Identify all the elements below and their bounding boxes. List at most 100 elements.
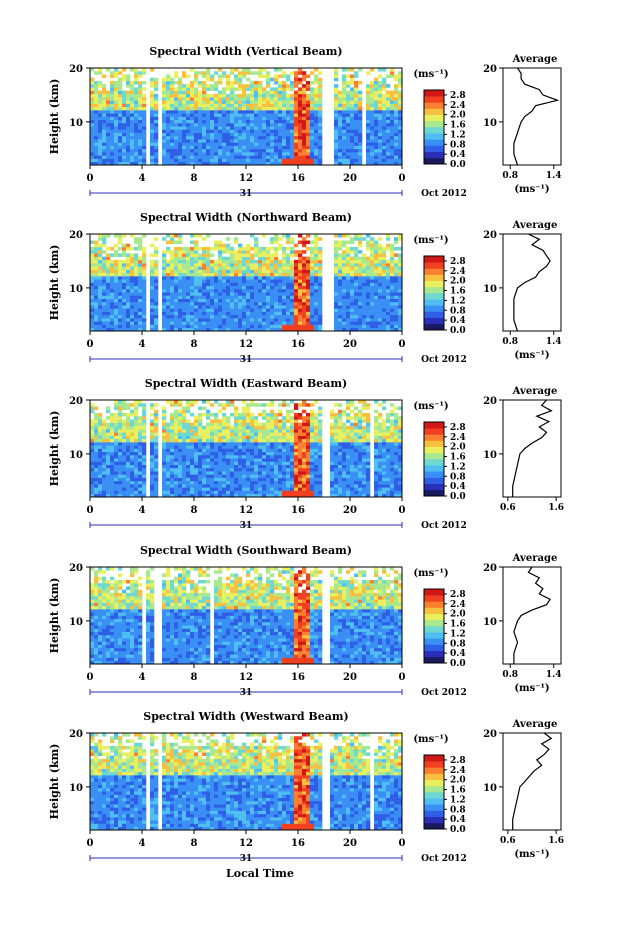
heatmap-cell	[258, 321, 263, 325]
heatmap-cell	[354, 321, 359, 325]
heatmap-cell	[250, 295, 255, 299]
heatmap-cell	[94, 263, 99, 267]
heatmap-cell	[126, 253, 131, 257]
heatmap-cell	[238, 77, 243, 82]
heatmap-cell	[286, 106, 291, 111]
heatmap-cell	[210, 471, 215, 475]
heatmap-cell	[154, 438, 159, 443]
heatmap-cell	[198, 416, 203, 420]
heatmap-cell	[266, 103, 271, 108]
heatmap-cell	[342, 266, 347, 270]
heatmap-cell	[134, 301, 139, 306]
heatmap-cell	[242, 122, 247, 127]
heatmap-cell	[186, 122, 191, 127]
heatmap-cell	[358, 103, 363, 108]
heatmap-cell	[150, 84, 155, 88]
heatmap-cell	[150, 90, 155, 95]
heatmap-cell	[122, 285, 127, 290]
heatmap-cell	[186, 403, 191, 407]
heatmap-cell	[278, 276, 283, 280]
heatmap-cell	[278, 80, 283, 85]
heatmap-cell	[138, 484, 143, 488]
heatmap-cell	[114, 259, 119, 264]
heatmap-cell	[174, 454, 179, 459]
heatmap-cell	[126, 155, 131, 159]
heatmap-cell	[114, 288, 119, 293]
heatmap-cell	[166, 480, 171, 485]
heatmap-cell	[110, 161, 115, 166]
heatmap-cell	[106, 97, 111, 101]
heatmap-cell	[230, 454, 235, 459]
heatmap-cell	[262, 305, 267, 309]
heatmap-cell	[174, 435, 179, 440]
heatmap-cell	[214, 148, 219, 153]
heatmap-cell	[234, 445, 239, 449]
heatmap-cell	[162, 454, 167, 459]
heatmap-cell	[142, 250, 147, 254]
heatmap-cell	[234, 464, 239, 469]
heatmap-cell	[170, 438, 175, 443]
heatmap-cell	[174, 234, 179, 238]
heatmap-cell	[386, 295, 391, 299]
heatmap-cell	[102, 432, 107, 436]
heatmap-cell	[154, 116, 159, 121]
heatmap-cell	[234, 110, 239, 114]
heatmap-cell	[266, 106, 271, 111]
x-tick-label: 20	[343, 173, 357, 184]
heatmap-cell	[282, 263, 287, 267]
heatmap-cell	[194, 87, 199, 91]
heatmap-cell	[102, 84, 107, 88]
heatmap-cell	[118, 403, 123, 407]
heatmap-cell	[234, 477, 239, 482]
heatmap-cell	[150, 295, 155, 299]
heatmap-cell	[338, 129, 343, 133]
heatmap-cell	[150, 314, 155, 319]
heatmap-cell	[174, 438, 179, 443]
heatmap-cell	[118, 454, 123, 459]
heatmap-cell	[186, 116, 191, 121]
heatmap-cell	[190, 276, 195, 280]
heatmap-cell	[290, 288, 295, 293]
heatmap-cell	[122, 484, 127, 488]
heatmap-cell	[278, 126, 283, 130]
heatmap-cell	[222, 158, 227, 163]
heatmap-cell	[118, 480, 123, 485]
heatmap-cell	[254, 84, 259, 88]
heatmap-cell	[182, 282, 187, 287]
heatmap-cell	[162, 419, 167, 423]
heatmap-cell	[194, 234, 199, 238]
heatmap-cell	[178, 129, 183, 133]
heatmap-cell	[222, 461, 227, 465]
heatmap-cell	[102, 103, 107, 108]
heatmap-cell	[154, 327, 159, 332]
heatmap-cell	[366, 122, 371, 127]
heatmap-cell	[170, 110, 175, 114]
heatmap-cell	[334, 288, 339, 293]
heatmap-cell	[138, 122, 143, 127]
heatmap-cell	[234, 103, 239, 108]
heatmap-cell	[134, 285, 139, 290]
heatmap-cell	[282, 282, 287, 287]
heatmap-cell	[98, 84, 103, 88]
heatmap-cell	[110, 435, 115, 440]
heatmap-cell	[386, 129, 391, 133]
heatmap-cell	[206, 256, 211, 261]
heatmap-cell	[186, 129, 191, 133]
heatmap-cell	[130, 445, 135, 449]
heatmap-cell	[90, 445, 95, 449]
heatmap-cell	[106, 263, 111, 267]
heatmap-cell	[102, 135, 107, 140]
heatmap-cell	[134, 490, 139, 495]
heatmap-cell	[114, 471, 119, 475]
heatmap-cell	[242, 263, 247, 267]
heatmap-cell	[162, 80, 167, 85]
heatmap-cell	[346, 308, 351, 312]
heatmap-cell	[270, 256, 275, 261]
heatmap-cell	[358, 155, 363, 159]
heatmap-cell	[186, 93, 191, 98]
heatmap-cell	[254, 240, 259, 244]
panel-title: Spectral Width (Northward Beam)	[140, 211, 352, 224]
heatmap-cell	[270, 116, 275, 121]
heatmap-cell	[162, 161, 167, 166]
heatmap-cell	[174, 487, 179, 491]
